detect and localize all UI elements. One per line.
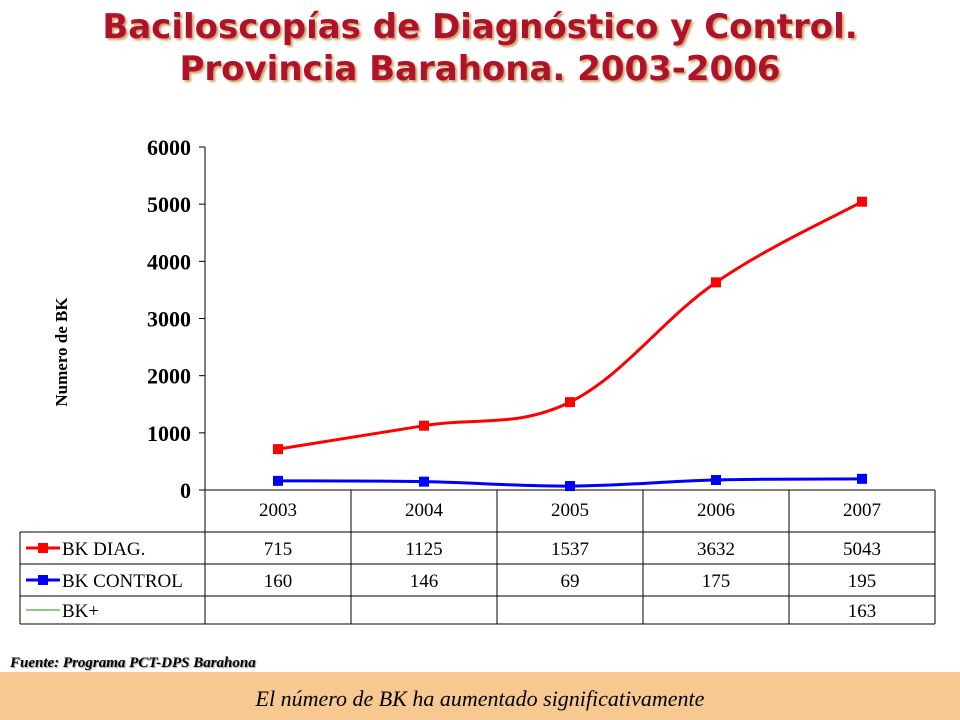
y-tick-label: 5000 <box>147 192 191 217</box>
series-marker-1 <box>711 474 721 485</box>
chart-title: Baciloscopías de Diagnóstico y Control. … <box>0 6 960 90</box>
y-tick-label: 4000 <box>147 249 191 274</box>
data-table-value: 175 <box>702 571 731 592</box>
data-table-value: 163 <box>848 601 877 622</box>
series-marker-1 <box>419 476 429 487</box>
title-line-2: Provincia Barahona. 2003-2006 <box>179 49 781 89</box>
y-tick-label: 1000 <box>147 421 191 446</box>
series-marker-0 <box>273 444 283 455</box>
legend-label-0: BK DIAG. <box>62 539 145 560</box>
data-table-value: 195 <box>848 571 877 592</box>
data-table-value: 715 <box>264 539 293 560</box>
y-tick-label: 0 <box>180 478 191 503</box>
footer-banner: El número de BK ha aumentado significati… <box>0 672 960 720</box>
source-note: Fuente: Programa PCT-DPS Barahona <box>10 655 256 671</box>
footer-text: El número de BK ha aumentado significati… <box>255 686 705 711</box>
series-marker-0 <box>711 277 721 288</box>
series-marker-1 <box>857 473 867 484</box>
x-category-label: 2005 <box>551 500 589 521</box>
data-table-value: 1537 <box>551 539 589 560</box>
series-marker-0 <box>857 196 867 207</box>
data-table-value: 3632 <box>697 539 735 560</box>
series-line-0 <box>277 200 863 451</box>
x-category-label: 2006 <box>697 500 735 521</box>
legend-label-1: BK CONTROL <box>62 571 183 592</box>
series-marker-0 <box>565 397 575 408</box>
x-category-label: 2004 <box>405 500 444 521</box>
series-marker-1 <box>273 475 283 486</box>
data-table-value: 160 <box>264 571 293 592</box>
y-tick-label: 6000 <box>147 135 191 160</box>
legend-marker-0 <box>38 543 48 553</box>
legend-label-2: BK+ <box>62 601 99 622</box>
data-table-value: 69 <box>561 571 580 592</box>
series-marker-0 <box>419 420 429 431</box>
x-category-label: 2007 <box>843 500 881 521</box>
y-tick-label: 3000 <box>147 307 191 332</box>
y-tick-label: 2000 <box>147 364 191 389</box>
legend-marker-1 <box>38 575 48 585</box>
x-category-label: 2003 <box>259 500 297 521</box>
data-table-value: 1125 <box>405 539 442 560</box>
title-line-1: Baciloscopías de Diagnóstico y Control. <box>102 7 858 47</box>
data-table-value: 146 <box>410 571 439 592</box>
series-marker-1 <box>565 481 575 492</box>
data-table-value: 5043 <box>843 539 881 560</box>
